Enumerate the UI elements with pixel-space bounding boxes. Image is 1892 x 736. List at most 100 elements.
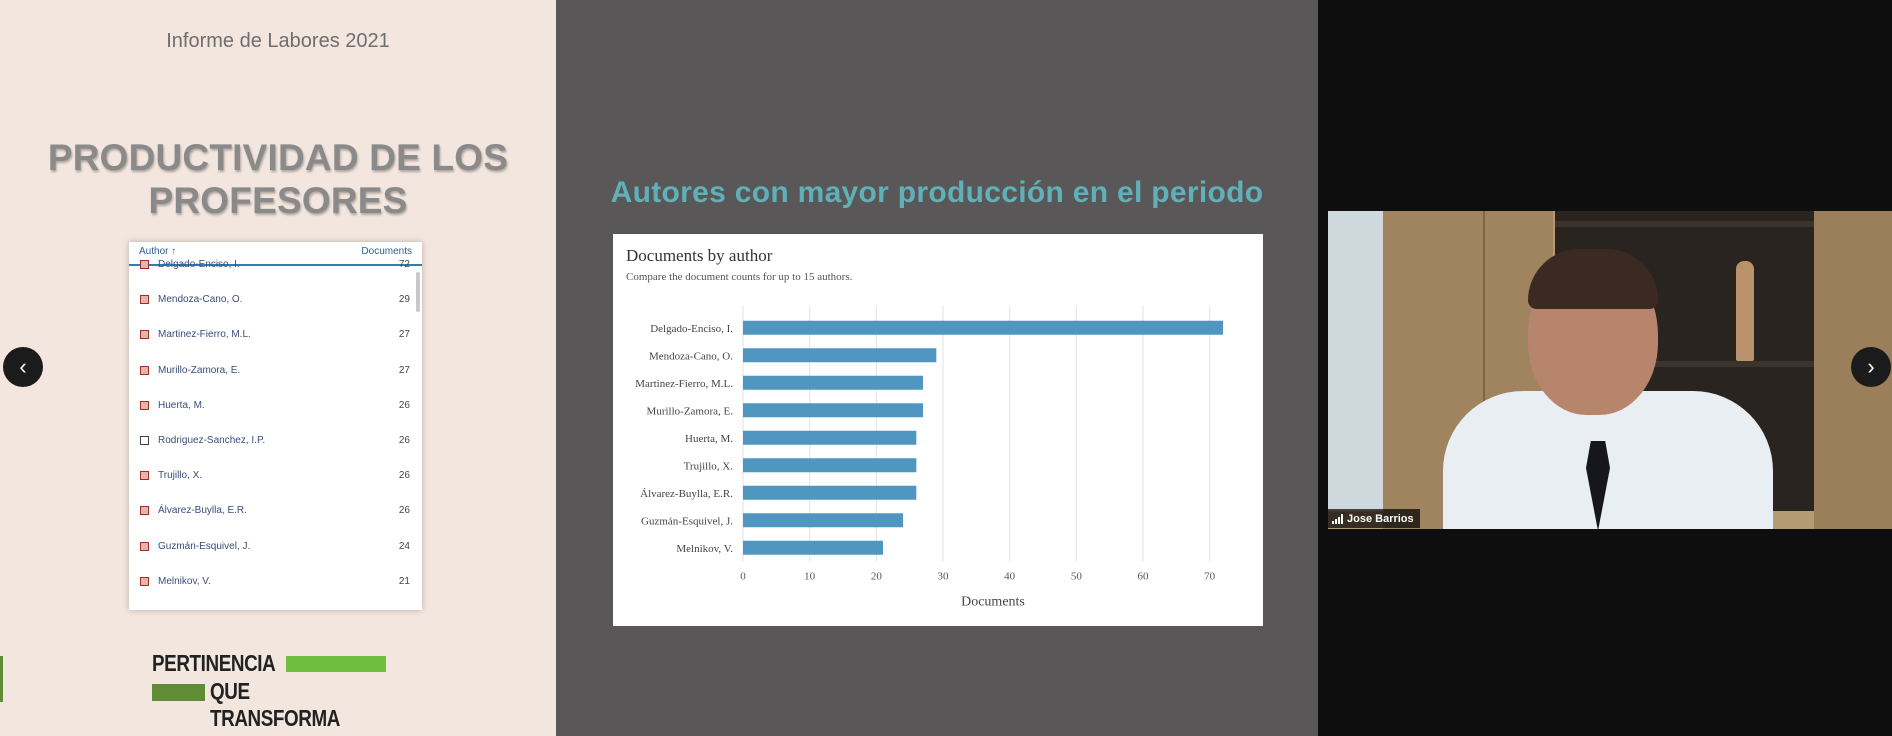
table-row: Murillo-Zamora, E. 27: [129, 362, 422, 382]
slide-right-panel: Autores con mayor producción en el perio…: [556, 0, 1318, 736]
y-tick-label: Martinez-Fierro, M.L.: [635, 378, 733, 390]
table-row: Álvarez-Buylla, E.R. 26: [129, 502, 422, 522]
bar: [743, 485, 917, 500]
participant-name-tag: Jose Barrios: [1328, 509, 1420, 528]
author-name: Melnikov, V.: [158, 575, 211, 587]
video-person-hair: [1528, 249, 1658, 309]
bar: [743, 375, 923, 390]
row-checkbox[interactable]: [140, 400, 149, 410]
x-tick-label: 30: [938, 571, 950, 583]
row-checkbox[interactable]: [140, 506, 149, 516]
author-name: Martinez-Fierro, M.L.: [158, 329, 251, 341]
next-slide-button[interactable]: ›: [1851, 347, 1891, 387]
row-checkbox[interactable]: [140, 330, 149, 340]
x-tick-label: 40: [1004, 571, 1016, 583]
page-title-line-2: PROFESORES: [148, 180, 408, 221]
video-figurine: [1736, 261, 1754, 361]
author-documents-table: Author ↑ Documents Delgado-Enciso, I. 72 M…: [129, 242, 422, 610]
participant-name: Jose Barrios: [1347, 512, 1414, 525]
x-axis-label: Documents: [961, 595, 1025, 610]
table-row: Rodriguez-Sanchez, I.P. 26: [129, 432, 422, 452]
author-name: Mendoza-Cano, O.: [158, 294, 243, 306]
table-row: Delgado-Enciso, I. 72: [129, 256, 422, 276]
document-count: 21: [398, 575, 410, 587]
author-name: Guzmán-Esquivel, J.: [158, 540, 251, 552]
table-row: Mendoza-Cano, O. 29: [129, 291, 422, 311]
y-tick-label: Melnikov, V.: [676, 543, 733, 555]
x-tick-label: 10: [804, 571, 816, 583]
y-tick-label: Guzmán-Esquivel, J.: [641, 515, 733, 527]
y-tick-label: Álvarez-Buylla, E.R.: [640, 488, 733, 500]
row-checkbox[interactable]: [140, 365, 149, 375]
page-title: PRODUCTIVIDAD DE LOS PROFESORES: [0, 136, 556, 222]
row-checkbox[interactable]: [140, 436, 149, 445]
bar: [743, 540, 883, 555]
signal-strength-icon: [1332, 513, 1343, 524]
document-count: 27: [398, 329, 410, 341]
table-row: Melnikov, V. 21: [129, 573, 422, 593]
column-header-author: Author ↑: [139, 246, 177, 257]
logo-line-2: QUE TRANSFORMA: [210, 678, 341, 731]
video-window: [1328, 211, 1383, 511]
report-title: Informe de Labores 2021: [166, 30, 390, 52]
shared-slide: Informe de Labores 2021 PRODUCTIVIDAD DE…: [0, 0, 1318, 736]
previous-slide-button[interactable]: ‹: [3, 347, 43, 387]
table-scrollbar: [416, 272, 420, 312]
chevron-right-icon: ›: [1867, 354, 1875, 379]
chart-title: Documents by author: [626, 246, 773, 265]
table-row: Guzmán-Esquivel, J. 24: [129, 538, 422, 558]
author-name: Huerta, M.: [158, 399, 205, 411]
document-count: 26: [398, 435, 410, 446]
bar: [743, 403, 923, 418]
document-count: 27: [398, 364, 410, 376]
x-tick-label: 0: [740, 571, 746, 583]
author-name: Trujillo, X.: [158, 470, 203, 482]
y-tick-label: Mendoza-Cano, O.: [649, 350, 733, 362]
logo-bar-dark: [152, 684, 205, 701]
document-count: 26: [398, 470, 410, 482]
x-tick-label: 60: [1138, 571, 1150, 583]
documents-by-author-chart: 0 10 20 30 40 50 60 70 Delgado-Enciso, I. Mendoza…: [613, 234, 1263, 626]
table-row: Huerta, M. 26: [129, 397, 422, 417]
row-checkbox[interactable]: [140, 295, 149, 305]
y-tick-label: Trujillo, X.: [684, 460, 734, 472]
table-row: Martinez-Fierro, M.L. 27: [129, 326, 422, 346]
table-row: Trujillo, X. 26: [129, 467, 422, 487]
row-checkbox[interactable]: [140, 260, 149, 269]
document-count: 72: [398, 259, 410, 270]
page-title-line-1: PRODUCTIVIDAD DE LOS: [47, 137, 509, 178]
author-name: Álvarez-Buylla, E.R.: [158, 505, 247, 517]
chart-heading: Autores con mayor producción en el perio…: [610, 176, 1264, 209]
author-name: Delgado-Enciso, I.: [158, 259, 240, 270]
bar: [743, 348, 937, 363]
slide-left-panel: Informe de Labores 2021 PRODUCTIVIDAD DE…: [0, 0, 556, 736]
x-tick-label: 50: [1071, 571, 1083, 583]
y-tick-label: Delgado-Enciso, I.: [650, 323, 733, 335]
document-count: 29: [398, 294, 410, 306]
y-tick-label: Murillo-Zamora, E.: [647, 405, 734, 417]
chart-svg: 0 10 20 30 40 50 60 70 Delgado-Enciso, I. Mendoza…: [635, 306, 1223, 610]
x-tick-label: 70: [1204, 571, 1216, 583]
participant-video[interactable]: [1328, 211, 1892, 529]
row-checkbox[interactable]: [140, 471, 149, 481]
y-tick-label: Huerta, M.: [685, 433, 733, 445]
pertinencia-logo: PERTINENCIA QUE TRANSFORMA: [152, 650, 388, 731]
document-count: 24: [398, 540, 410, 552]
chart-subtitle: Compare the document counts for up to 15…: [626, 271, 853, 283]
bar: [743, 513, 903, 528]
column-header-documents: Documents: [361, 246, 412, 257]
row-checkbox[interactable]: [140, 576, 149, 586]
logo-bar-light: [286, 656, 386, 672]
chevron-left-icon: ‹: [19, 354, 27, 379]
row-checkbox[interactable]: [140, 541, 149, 551]
document-count: 26: [398, 399, 410, 411]
logo-line-1: PERTINENCIA: [152, 650, 276, 676]
bar: [743, 430, 917, 445]
document-count: 26: [398, 505, 410, 517]
x-tick-label: 20: [871, 571, 883, 583]
bar: [743, 320, 1223, 335]
table-header: Author ↑ Documents: [129, 242, 422, 266]
accent-bar: [0, 656, 3, 702]
author-name: Rodriguez-Sanchez, I.P.: [158, 435, 266, 446]
bar: [743, 458, 917, 473]
